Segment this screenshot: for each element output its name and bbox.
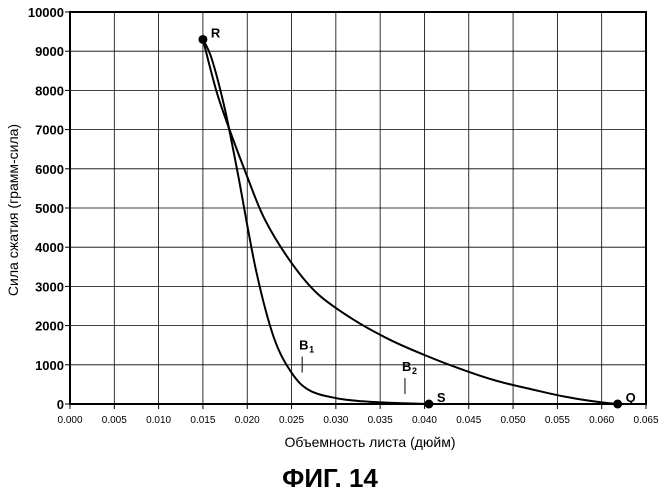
- annotation-b1-subscript: 1: [309, 345, 314, 355]
- x-axis-ticks: 0.000 0.005 0.010 0.015 0.020 0.025 0.030 0.035…: [57, 404, 659, 426]
- y-tick-label: 5000: [35, 201, 64, 216]
- y-tick-label: 10000: [28, 5, 64, 20]
- y-tick-label: 1000: [35, 358, 64, 373]
- chart-grid: [69, 11, 647, 405]
- x-tick-label: 0.040: [412, 415, 437, 426]
- x-tick-label: 0.015: [190, 415, 215, 426]
- point-q-label: Q: [626, 390, 636, 405]
- x-tick-label: 0.060: [589, 415, 614, 426]
- annotation-b2-label: B: [402, 359, 411, 374]
- series-line-1: [201, 38, 429, 405]
- y-tick-label: 6000: [35, 162, 64, 177]
- point-r-label: R: [211, 25, 221, 40]
- x-tick-label: 0.005: [102, 415, 127, 426]
- y-tick-label: 8000: [35, 83, 64, 98]
- annotation-b1-label: B: [299, 338, 308, 353]
- x-tick-label: 0.020: [235, 415, 260, 426]
- point-r-marker: [198, 34, 208, 44]
- y-axis-title: Сила сжатия (грамм-сила): [5, 124, 21, 296]
- x-tick-label: 0.025: [279, 415, 304, 426]
- series-line-2: [201, 39, 620, 405]
- y-tick-label: 2000: [35, 319, 64, 334]
- annotation-b2-subscript: 2: [412, 366, 417, 376]
- annotations-layer: B 1B 2: [299, 338, 417, 395]
- y-tick-label: 9000: [35, 44, 64, 59]
- series-layer: [201, 38, 620, 405]
- y-tick-label: 3000: [35, 279, 64, 294]
- figure-caption: ФИГ. 14: [282, 463, 378, 493]
- y-tick-label: 7000: [35, 123, 64, 138]
- point-q-marker: [613, 399, 623, 409]
- x-tick-label: 0.045: [456, 415, 481, 426]
- x-tick-label: 0.065: [633, 415, 658, 426]
- x-tick-label: 0.030: [323, 415, 348, 426]
- y-tick-label: 0: [57, 397, 64, 412]
- point-s-label: S: [437, 390, 446, 405]
- x-tick-label: 0.010: [146, 415, 171, 426]
- x-tick-label: 0.050: [501, 415, 526, 426]
- x-axis-title: Объемность листа (дюйм): [284, 434, 455, 450]
- y-axis-ticks: 0 1000 2000 3000 4000 5000 6000 7000 8000 9000 100…: [28, 5, 70, 412]
- points-layer: R S Q: [198, 25, 636, 409]
- point-s-marker: [424, 399, 434, 409]
- x-tick-label: 0.055: [545, 415, 570, 426]
- x-tick-label: 0.035: [368, 415, 393, 426]
- y-tick-label: 4000: [35, 240, 64, 255]
- x-tick-label: 0.000: [57, 415, 82, 426]
